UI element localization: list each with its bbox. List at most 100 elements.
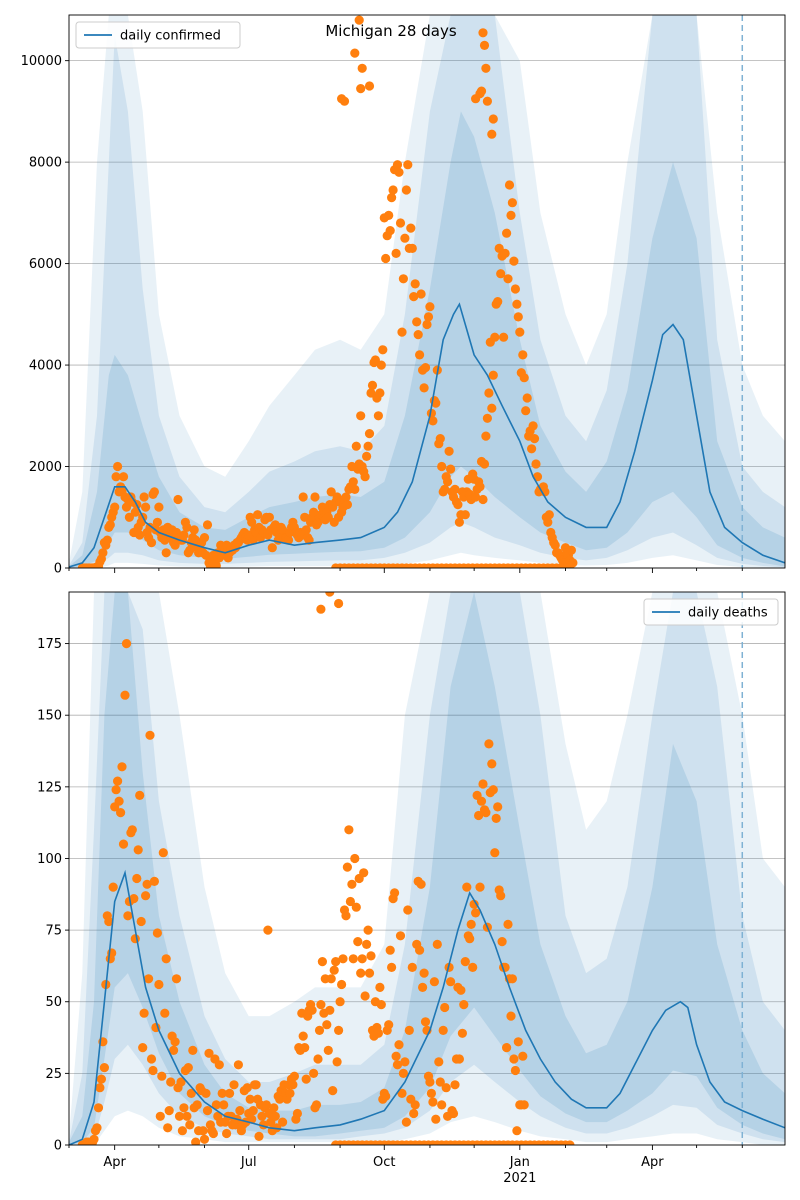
confirmed-data-point	[141, 502, 151, 512]
deaths-data-point	[288, 1080, 298, 1090]
confirmed-y-tick-label: 2000	[29, 460, 62, 475]
confirmed-data-point	[146, 538, 157, 548]
deaths-data-point	[300, 1043, 310, 1053]
deaths-data-point	[507, 974, 517, 984]
deaths-data-point	[376, 1000, 386, 1010]
deaths-data-point	[257, 1111, 267, 1121]
confirmed-data-point	[385, 226, 395, 236]
deaths-data-point	[149, 876, 159, 887]
confirmed-data-point	[423, 312, 434, 322]
confirmed-data-point	[412, 317, 422, 327]
confirmed-data-point	[419, 383, 429, 393]
deaths-data-point	[251, 1080, 261, 1090]
confirmed-data-point	[118, 472, 129, 482]
confirmed-data-point	[211, 560, 221, 568]
deaths-y-tick-label: 50	[45, 995, 62, 1010]
deaths-data-point	[298, 1031, 308, 1041]
confirmed-data-point	[420, 363, 431, 373]
deaths-data-point	[278, 1117, 288, 1127]
deaths-data-point	[323, 1045, 333, 1055]
confirmed-legend-label: daily confirmed	[120, 29, 221, 44]
deaths-plot-area	[69, 592, 785, 1145]
confirmed-data-point	[401, 185, 411, 195]
confirmed-data-point	[481, 431, 491, 441]
confirmed-data-point	[185, 545, 195, 555]
deaths-data-point	[475, 882, 485, 892]
deaths-data-point	[392, 1060, 403, 1070]
deaths-data-point	[152, 928, 162, 938]
confirmed-data-point	[499, 332, 509, 342]
confirmed-data-point	[544, 510, 554, 520]
confirmed-data-point	[364, 81, 375, 91]
deaths-data-point	[208, 1128, 218, 1139]
deaths-data-point	[248, 1106, 258, 1116]
confirmed-data-point	[413, 330, 423, 340]
deaths-data-point	[160, 1008, 170, 1018]
confirmed-data-point	[543, 517, 553, 527]
deaths-uncertainty-band-1	[69, 592, 785, 1145]
deaths-data-point	[285, 1088, 295, 1098]
deaths-y-tick-label: 150	[37, 709, 62, 724]
confirmed-data-point	[267, 543, 277, 553]
confirmed-data-point	[381, 253, 391, 264]
deaths-data-point	[261, 1100, 271, 1110]
deaths-data-point	[133, 845, 143, 855]
deaths-data-point	[491, 813, 501, 824]
deaths-data-point	[348, 954, 358, 964]
confirmed-data-point	[348, 477, 358, 487]
deaths-data-point	[428, 1097, 438, 1107]
confirmed-data-point	[139, 492, 149, 502]
deaths-data-point	[468, 962, 478, 973]
confirmed-y-tick-label: 10000	[21, 54, 62, 69]
deaths-data-point	[154, 979, 164, 990]
deaths-data-point	[431, 1114, 441, 1124]
confirmed-data-point	[135, 530, 145, 540]
confirmed-data-point	[310, 492, 320, 502]
deaths-data-point	[130, 934, 140, 944]
confirmed-data-point	[475, 482, 485, 492]
deaths-legend-label: daily deaths	[688, 606, 768, 621]
deaths-legend-box	[643, 598, 779, 626]
deaths-data-point	[314, 1025, 325, 1035]
deaths-data-point	[435, 1077, 445, 1087]
deaths-data-point	[465, 934, 475, 944]
deaths-data-point	[397, 1088, 407, 1098]
confirmed-data-point	[512, 299, 522, 309]
deaths-data-point	[384, 1020, 394, 1030]
deaths-data-point	[347, 879, 357, 889]
deaths-data-point	[341, 911, 351, 921]
deaths-data-point	[366, 951, 376, 961]
deaths-data-point	[316, 1000, 326, 1010]
deaths-data-point	[497, 937, 507, 947]
deaths-data-point	[166, 1077, 176, 1087]
confirmed-data-point	[506, 210, 516, 220]
deaths-data-point	[307, 1005, 317, 1015]
confirmed-data-point	[113, 461, 123, 472]
deaths-data-point	[356, 968, 366, 978]
confirmed-data-point	[487, 129, 497, 139]
deaths-data-point	[120, 690, 130, 700]
confirmed-data-point	[490, 332, 500, 342]
confirmed-data-point	[484, 388, 494, 398]
deaths-data-point	[254, 1131, 264, 1141]
confirmed-data-point	[152, 517, 162, 527]
confirmed-data-point	[488, 370, 498, 380]
deaths-axes-frame	[68, 591, 786, 1146]
confirmed-data-point	[199, 533, 210, 543]
deaths-data-point	[418, 982, 428, 993]
confirmed-data-point	[428, 416, 438, 426]
deaths-data-point	[183, 1063, 193, 1073]
confirmed-data-point	[105, 520, 115, 530]
deaths-data-point	[182, 1111, 192, 1121]
confirmed-data-point	[407, 243, 417, 253]
deaths-data-point	[429, 977, 439, 987]
confirmed-data-point	[161, 548, 171, 558]
confirmed-data-point	[471, 492, 481, 502]
confirmed-data-point	[283, 535, 294, 545]
deaths-data-point	[363, 925, 373, 935]
deaths-data-point	[359, 868, 369, 878]
deaths-data-point	[441, 1083, 451, 1093]
confirmed-data-point	[444, 446, 454, 456]
confirmed-data-point	[410, 279, 420, 289]
deaths-y-tick-label: 100	[37, 852, 62, 867]
